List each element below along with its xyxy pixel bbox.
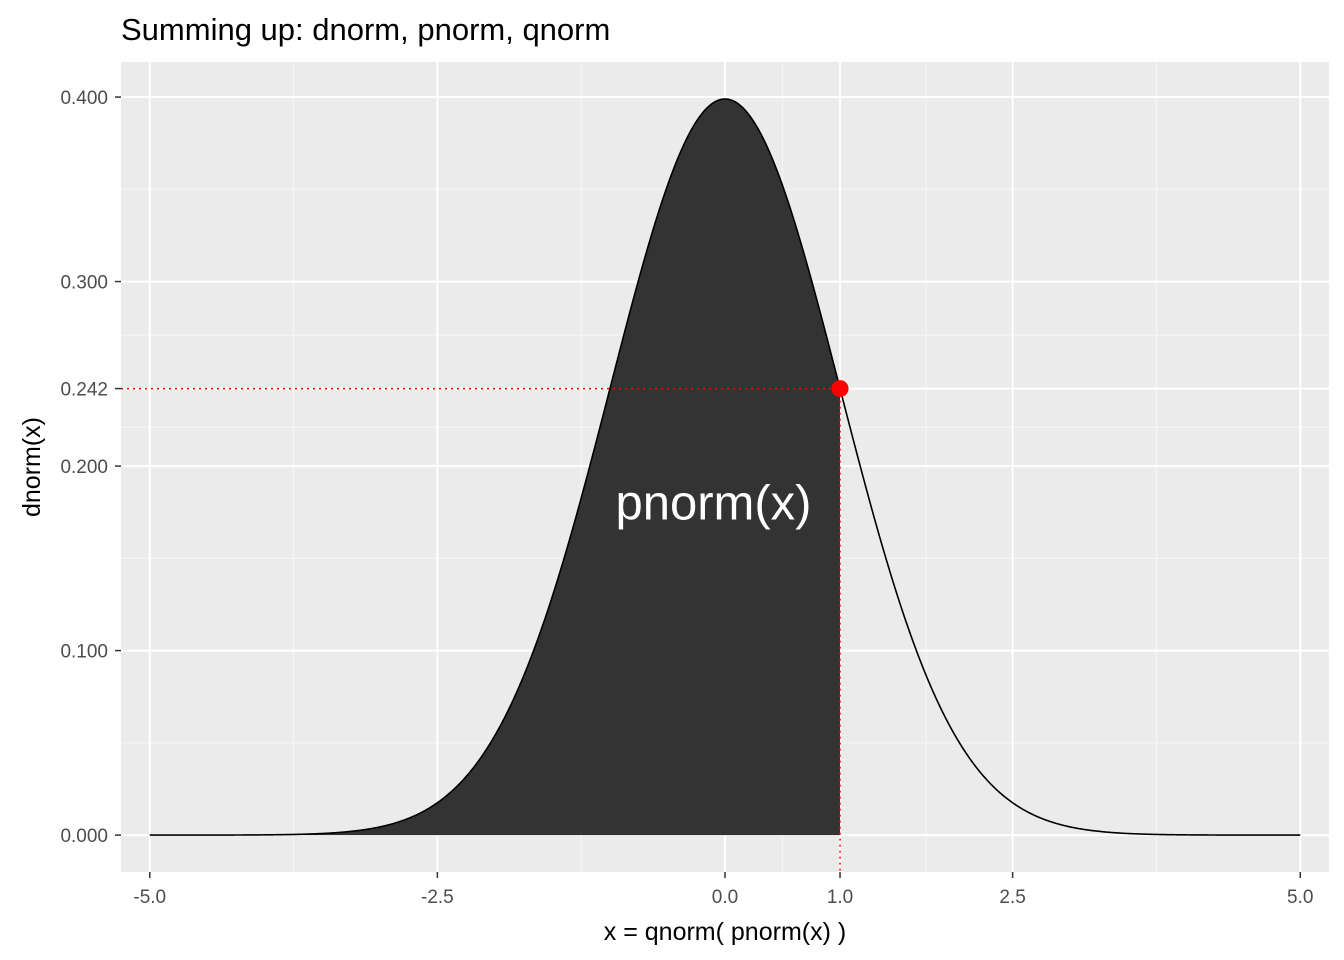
chart-title: Summing up: dnorm, pnorm, qnorm (121, 12, 610, 47)
y-tick-label: 0.300 (60, 273, 108, 294)
x-axis: -5.0 -2.5 0.0 1.0 2.5 5.0 (133, 872, 1313, 908)
highlight-point (831, 380, 849, 398)
density-curve (149, 98, 1301, 836)
x-tick-label: 0.0 (712, 887, 738, 908)
x-tick-label: -5.0 (133, 887, 166, 908)
y-tick-label: 0.200 (60, 457, 108, 478)
shaded-area (149, 99, 841, 836)
x-tick-label: 5.0 (1287, 887, 1313, 908)
y-axis-title: dnorm(x) (18, 417, 46, 517)
y-tick-label: 0.400 (60, 88, 108, 109)
x-tick-label: 2.5 (999, 887, 1025, 908)
y-tick-label: 0.242 (60, 380, 108, 401)
annotation-label: pnorm(x) (615, 477, 811, 531)
y-tick-label: 0.000 (60, 826, 108, 847)
y-axis: 0.000 0.100 0.200 0.242 0.300 0.400 (60, 88, 121, 847)
x-tick-label: 1.0 (827, 887, 853, 908)
data-layer (121, 98, 1301, 872)
x-tick-label: -2.5 (421, 887, 454, 908)
x-axis-title: x = qnorm( pnorm(x) ) (604, 918, 846, 946)
y-tick-label: 0.100 (60, 642, 108, 663)
